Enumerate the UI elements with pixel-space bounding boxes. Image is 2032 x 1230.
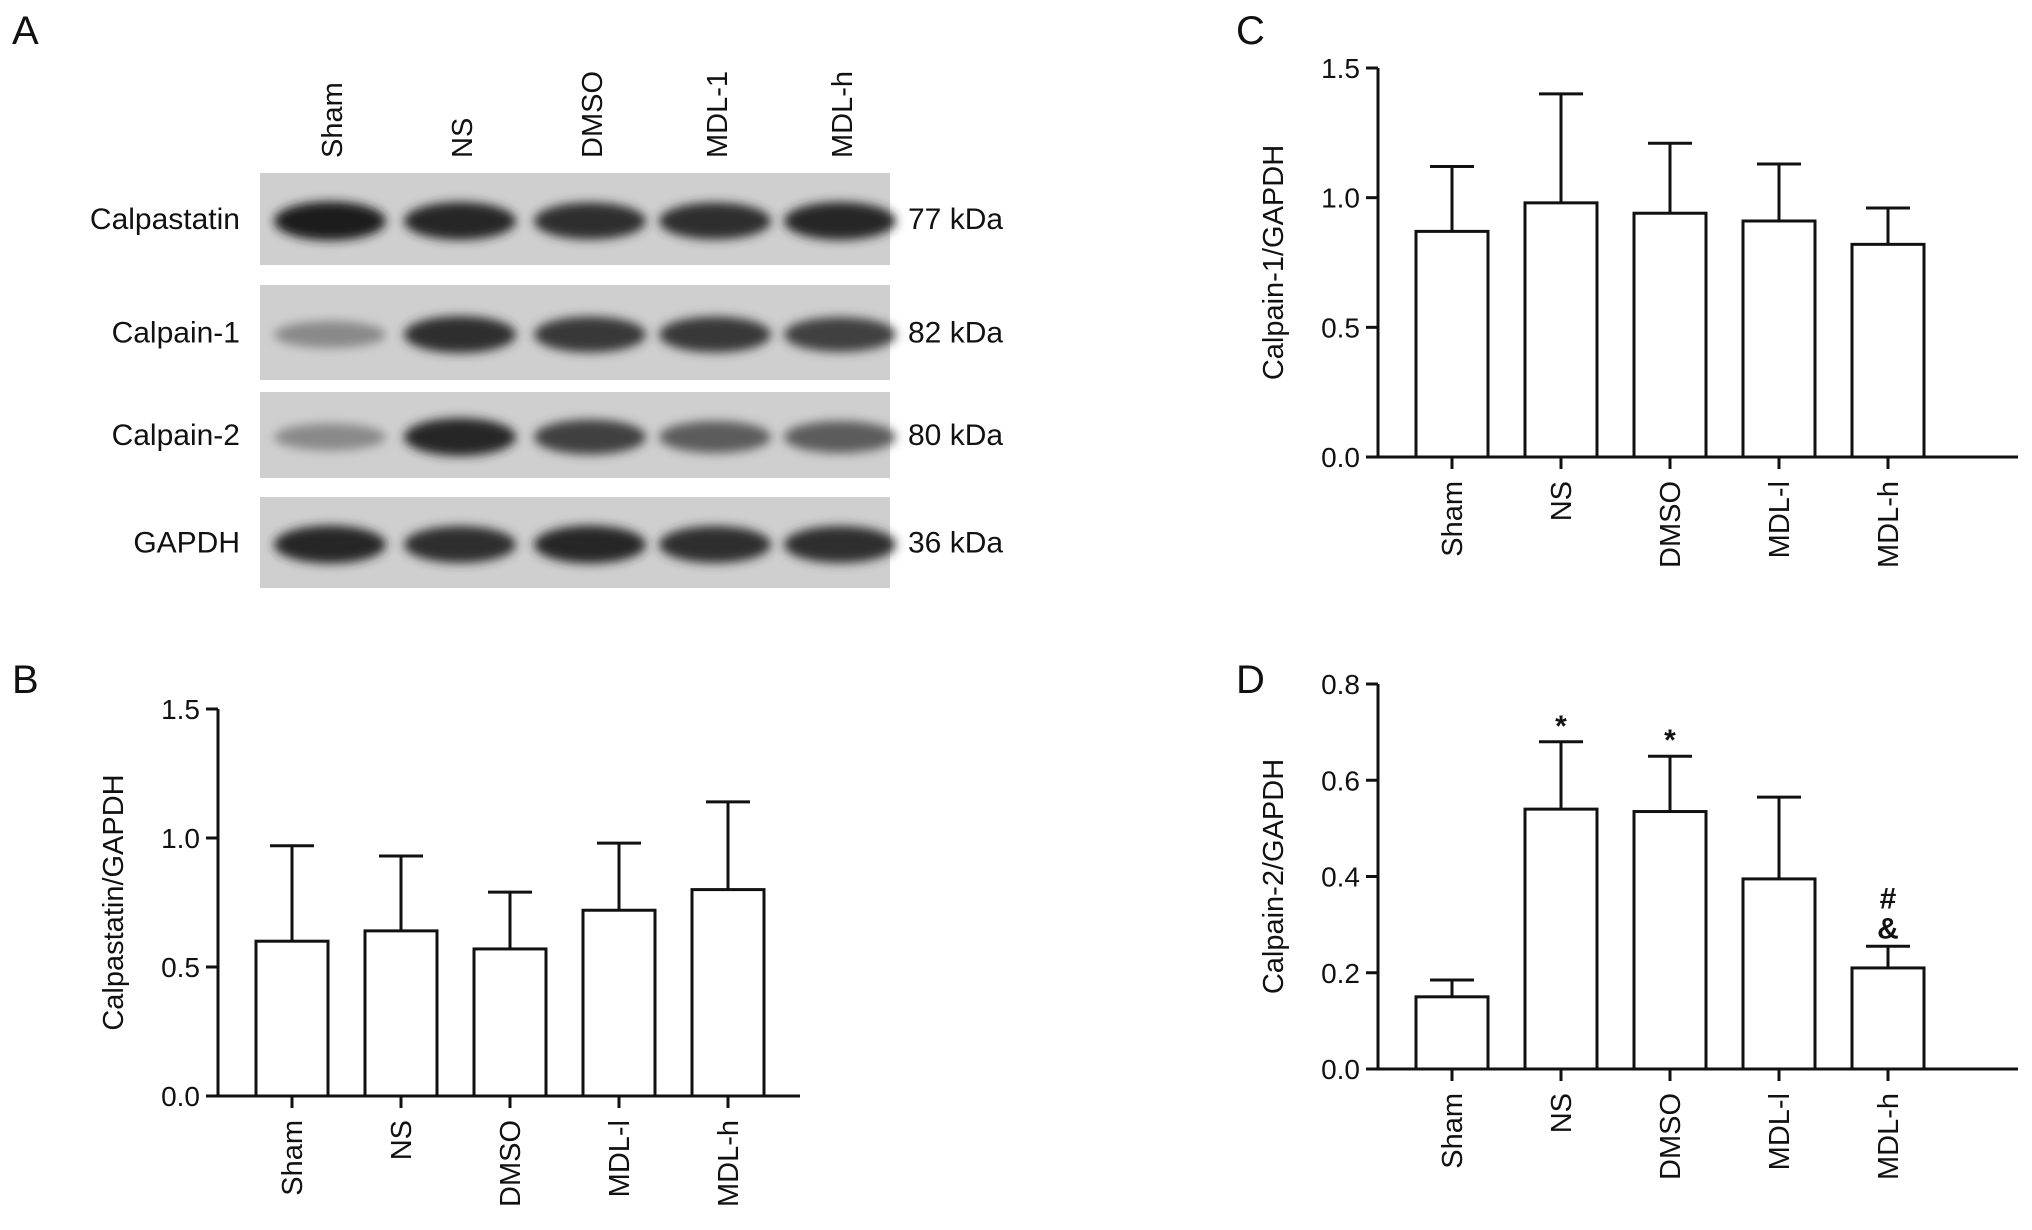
bar — [1850, 242, 1926, 459]
blot-band — [274, 321, 386, 348]
blot-lane-label: NS — [447, 118, 479, 158]
y-axis-title: Calpastatin/GAPDH — [98, 774, 130, 1030]
y-tick-label: 0.6 — [1321, 765, 1360, 796]
blot-band — [659, 316, 771, 353]
blot-lane-label: Sham — [317, 82, 349, 158]
x-tick-label: Sham — [1437, 1093, 1469, 1169]
y-tick-label: 1.0 — [161, 823, 200, 854]
bar — [363, 929, 439, 1098]
y-tick-label: 0.5 — [161, 952, 200, 983]
bar — [1523, 807, 1599, 1071]
blot-band — [274, 201, 386, 241]
blot-protein-label: Calpain-2 — [112, 419, 240, 452]
y-tick-label: 0.0 — [1321, 1054, 1360, 1085]
x-tick-label: MDL-l — [604, 1120, 636, 1197]
x-tick-label: MDL-l — [1764, 481, 1796, 558]
y-tick-label: 1.5 — [1321, 53, 1360, 84]
bar — [1741, 219, 1817, 459]
bar — [1741, 877, 1817, 1071]
y-tick-label: 0.0 — [161, 1081, 200, 1112]
blot-band — [274, 423, 386, 451]
blot-band — [534, 316, 646, 353]
blot-lane-label: DMSO — [577, 71, 609, 158]
x-tick-label: Sham — [277, 1120, 309, 1196]
blot-protein-label: Calpain-1 — [112, 317, 240, 350]
x-tick-label: MDL-h — [713, 1120, 745, 1207]
blot-band — [659, 202, 771, 240]
y-tick-label: 0.8 — [1321, 669, 1360, 700]
x-tick-label: NS — [1546, 481, 1578, 521]
bar — [1632, 810, 1708, 1071]
panel-letter-c: C — [1236, 9, 1265, 53]
blot-band — [274, 525, 386, 564]
blot-band — [404, 316, 516, 353]
bar — [472, 947, 548, 1098]
x-tick-label: DMSO — [1655, 481, 1687, 568]
western-blot: Sham NS DMSO MDL-1 MDL-h Calpastatin 77 kDa Cal… — [90, 71, 1003, 588]
blot-band — [784, 421, 896, 453]
y-axis-title: Calpain-2/GAPDH — [1258, 759, 1290, 994]
blot-lane-label: MDL-h — [827, 71, 859, 158]
y-tick-label: 0.0 — [1321, 442, 1360, 473]
significance-mark: * — [1664, 724, 1676, 757]
x-tick-label: Sham — [1437, 481, 1469, 557]
bar — [581, 908, 657, 1098]
chart-calpain-1: 0.0 0.5 1.0 1.5 Calpain-1/GAPDH Sham NS DMSO MDL… — [1258, 53, 2018, 568]
x-tick-label: MDL-h — [1873, 1093, 1905, 1180]
y-tick-label: 0.4 — [1321, 862, 1360, 893]
blot-band — [534, 202, 646, 240]
bar — [1850, 966, 1926, 1071]
y-tick-label: 0.5 — [1321, 312, 1360, 343]
blot-band — [659, 526, 771, 563]
panel-letter-d: D — [1236, 658, 1265, 702]
x-tick-label: MDL-l — [1764, 1093, 1796, 1170]
bar — [1414, 995, 1490, 1071]
bar — [1414, 229, 1490, 459]
y-tick-label: 1.5 — [161, 694, 200, 725]
blot-band — [404, 418, 516, 456]
y-tick-label: 1.0 — [1321, 183, 1360, 214]
blot-band — [404, 202, 516, 240]
blot-band — [659, 421, 771, 453]
significance-mark: & — [1877, 912, 1899, 945]
y-tick-label: 0.2 — [1321, 958, 1360, 989]
significance-mark: # — [1880, 882, 1897, 915]
blot-lane-label: MDL-1 — [702, 71, 734, 158]
blot-protein-label: Calpastatin — [90, 203, 240, 236]
significance-mark: * — [1555, 710, 1567, 743]
x-tick-label: DMSO — [495, 1120, 527, 1207]
blot-band — [534, 525, 646, 564]
blot-band — [534, 419, 646, 455]
blot-protein-label: GAPDH — [133, 527, 240, 560]
blot-weight-label: 77 kDa — [908, 203, 1003, 236]
bar — [690, 888, 766, 1098]
panel-letter-a: A — [12, 9, 39, 53]
bar — [1632, 211, 1708, 459]
bar — [1523, 201, 1599, 459]
chart-calpain-2: 0.0 0.2 0.4 0.6 0.8 Calpain-2/GAPDH Sham NS * DMS… — [1258, 669, 2018, 1180]
blot-weight-label: 82 kDa — [908, 317, 1003, 350]
panel-letter-b: B — [12, 658, 39, 702]
x-tick-label: NS — [1546, 1093, 1578, 1133]
blot-band — [784, 317, 896, 352]
y-axis-title: Calpain-1/GAPDH — [1258, 145, 1290, 380]
chart-calpastatin: 0.0 0.5 1.0 1.5 Calpastatin/GAPDH Sham NS DMSO M… — [98, 694, 800, 1207]
blot-band — [784, 526, 896, 563]
bar — [254, 939, 330, 1098]
x-tick-label: NS — [386, 1120, 418, 1160]
blot-band — [404, 526, 516, 563]
x-tick-label: DMSO — [1655, 1093, 1687, 1180]
blot-weight-label: 80 kDa — [908, 419, 1003, 452]
x-tick-label: MDL-h — [1873, 481, 1905, 568]
blot-weight-label: 36 kDa — [908, 527, 1003, 560]
blot-band — [784, 202, 896, 240]
